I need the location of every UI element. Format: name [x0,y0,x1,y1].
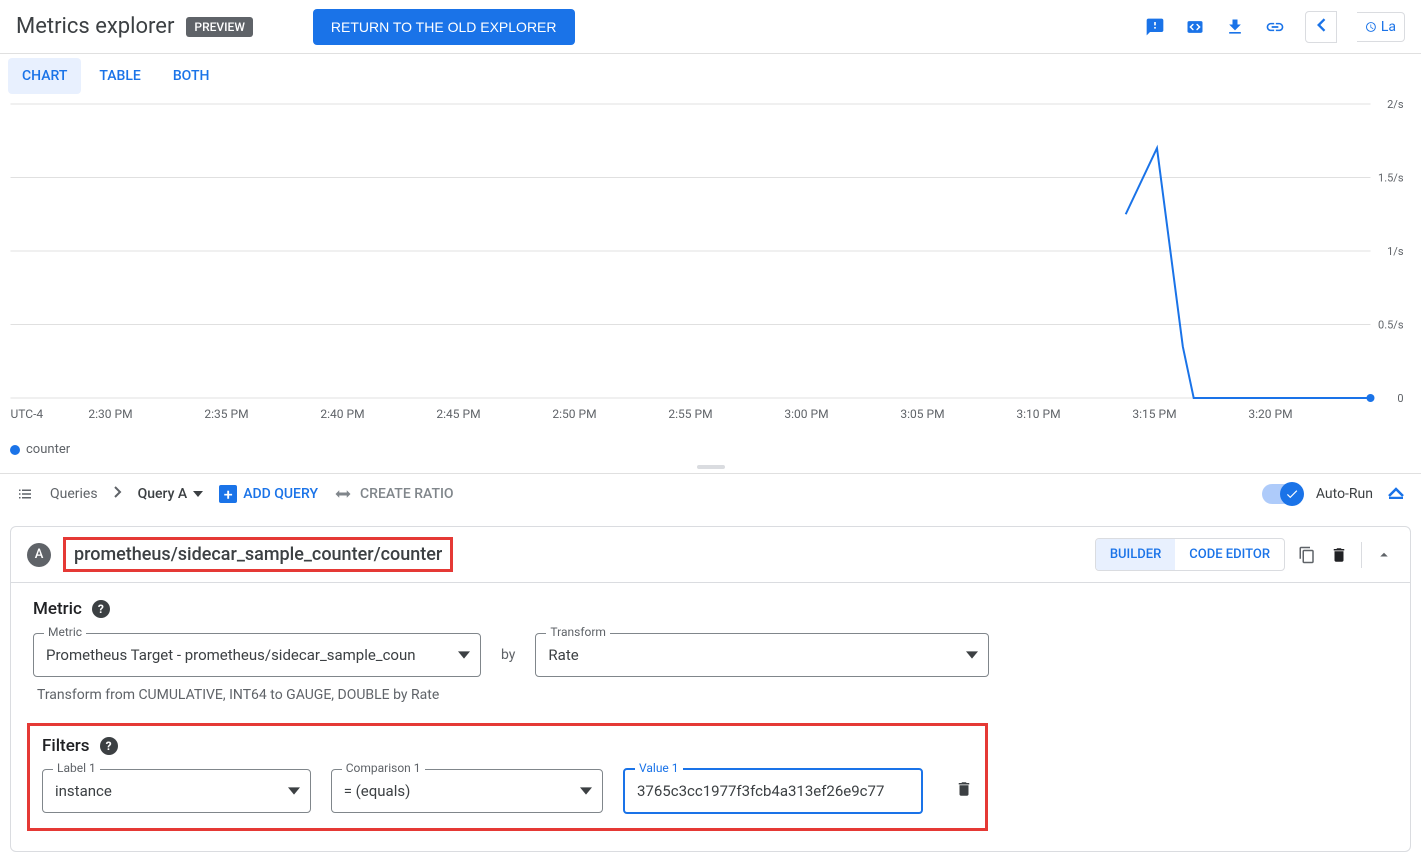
filter-comp-value: = (equals) [344,782,566,800]
chevron-right-icon [114,486,122,502]
metric-field-row: Metric Prometheus Target - prometheus/si… [33,633,1388,677]
code-icon[interactable] [1185,17,1205,37]
svg-text:UTC-4: UTC-4 [11,407,44,421]
svg-text:2:50 PM: 2:50 PM [552,407,596,421]
metric-field-label: Metric [44,625,86,639]
filter-value1-value: 3765c3cc1977f3fcb4a313ef26e9c7713 [637,782,885,800]
metric-field-value: Prometheus Target - prometheus/sidecar_s… [46,646,444,664]
svg-text:2:45 PM: 2:45 PM [436,407,480,421]
add-query-button[interactable]: + ADD QUERY [219,485,318,503]
svg-text:3:15 PM: 3:15 PM [1132,407,1176,421]
queries-list-icon[interactable] [16,485,34,503]
svg-text:3:05 PM: 3:05 PM [900,407,944,421]
preview-badge: PREVIEW [186,17,252,37]
delete-filter-icon[interactable] [955,779,973,803]
svg-text:3:00 PM: 3:00 PM [784,407,828,421]
filter-label1-label: Label 1 [53,761,100,775]
page-header: Metrics explorer PREVIEW RETURN TO THE O… [0,0,1421,54]
tab-chart[interactable]: CHART [8,58,81,94]
svg-text:2:30 PM: 2:30 PM [88,407,132,421]
delete-query-icon[interactable] [1329,545,1349,565]
svg-text:0.5/s: 0.5/s [1378,319,1404,332]
query-toolbar: Queries Query A + ADD QUERY CREATE RATIO… [0,473,1421,514]
nav-back-button[interactable] [1305,11,1337,43]
page-title: Metrics explorer [16,14,174,39]
dropdown-arrow-icon [580,783,592,799]
filter-label1-value: instance [55,782,274,800]
view-tabs: CHART TABLE BOTH [0,54,1421,98]
svg-text:2:35 PM: 2:35 PM [204,407,248,421]
header-action-icons: La [1145,11,1405,43]
filters-section-title: Filters [42,736,90,756]
download-icon[interactable] [1225,17,1245,37]
transform-field-label: Transform [546,625,610,639]
svg-text:1.5/s: 1.5/s [1378,172,1404,185]
mode-code-editor-button[interactable]: CODE EDITOR [1175,539,1284,570]
time-range-selector[interactable]: La [1357,12,1405,42]
selected-query-label: Query A [138,486,188,502]
query-builder-panel: A prometheus/sidecar_sample_counter/coun… [10,526,1411,852]
chart-legend: counter [0,438,1421,461]
filter-value-input[interactable]: Value 1 3765c3cc1977f3fcb4a313ef26e9c771… [623,768,923,814]
transform-description: Transform from CUMULATIVE, INT64 to GAUG… [37,687,1388,703]
query-selector[interactable]: Query A [138,486,204,502]
create-ratio-label: CREATE RATIO [360,486,454,502]
transform-field-value: Rate [548,646,952,664]
builder-body: Metric ? Metric Prometheus Target - prom… [11,583,1410,851]
filters-highlight-box: Filters ? Label 1 instance Comparison 1 … [27,723,988,831]
ratio-icon [334,485,352,503]
add-query-label: ADD QUERY [243,486,318,502]
help-icon[interactable]: ? [100,737,118,755]
help-icon[interactable]: ? [92,600,110,618]
by-label: by [501,647,515,663]
link-icon[interactable] [1265,17,1285,37]
svg-text:0: 0 [1397,392,1403,405]
filter-comp-label: Comparison 1 [342,761,425,775]
svg-text:2:55 PM: 2:55 PM [668,407,712,421]
plus-icon: + [219,485,237,503]
filter-row: Label 1 instance Comparison 1 = (equals)… [42,768,973,814]
builder-header: A prometheus/sidecar_sample_counter/coun… [11,527,1410,583]
filter-label-dropdown[interactable]: Label 1 instance [42,769,311,813]
expand-panel-icon[interactable] [1387,485,1405,503]
time-range-label: La [1381,19,1396,35]
filter-comparison-dropdown[interactable]: Comparison 1 = (equals) [331,769,603,813]
tab-table[interactable]: TABLE [85,58,154,94]
create-ratio-button[interactable]: CREATE RATIO [334,485,454,503]
filter-value1-label: Value 1 [635,761,683,775]
auto-run-label: Auto-Run [1316,486,1373,502]
chart-svg: 0 0.5/s 1/s 1.5/s 2/s UTC-4 2:30 PM 2:35 PM 2:40… [10,98,1411,438]
query-letter-badge: A [27,543,51,567]
svg-text:2:40 PM: 2:40 PM [320,407,364,421]
auto-run-toggle[interactable] [1262,484,1302,504]
transform-dropdown[interactable]: Transform Rate [535,633,989,677]
filters-section-title-row: Filters ? [42,736,973,756]
svg-text:3:20 PM: 3:20 PM [1248,407,1292,421]
collapse-panel-icon[interactable] [1374,545,1394,565]
feedback-icon[interactable] [1145,17,1165,37]
queries-label: Queries [50,486,98,502]
editor-mode-toggle: BUILDER CODE EDITOR [1095,538,1285,571]
dropdown-arrow-icon [193,491,203,497]
svg-text:1/s: 1/s [1387,245,1404,258]
mode-builder-button[interactable]: BUILDER [1096,539,1175,570]
metric-section-title-row: Metric ? [33,599,1388,619]
dropdown-arrow-icon [458,647,470,663]
svg-text:3:10 PM: 3:10 PM [1016,407,1060,421]
metrics-chart: 0 0.5/s 1/s 1.5/s 2/s UTC-4 2:30 PM 2:35 PM 2:40… [0,98,1421,438]
copy-icon[interactable] [1297,545,1317,565]
dropdown-arrow-icon [966,647,978,663]
metric-section-title: Metric [33,599,82,619]
return-old-explorer-button[interactable]: RETURN TO THE OLD EXPLORER [313,9,575,45]
tab-both[interactable]: BOTH [159,58,224,94]
dropdown-arrow-icon [288,783,300,799]
legend-label: counter [26,442,70,457]
metric-dropdown[interactable]: Metric Prometheus Target - prometheus/si… [33,633,481,677]
metric-path-highlight: prometheus/sidecar_sample_counter/counte… [63,537,453,572]
svg-text:2/s: 2/s [1387,98,1404,111]
panel-drag-handle[interactable] [0,461,1421,473]
legend-marker-icon [10,445,20,455]
divider [1361,542,1362,568]
metric-path: prometheus/sidecar_sample_counter/counte… [74,544,442,565]
